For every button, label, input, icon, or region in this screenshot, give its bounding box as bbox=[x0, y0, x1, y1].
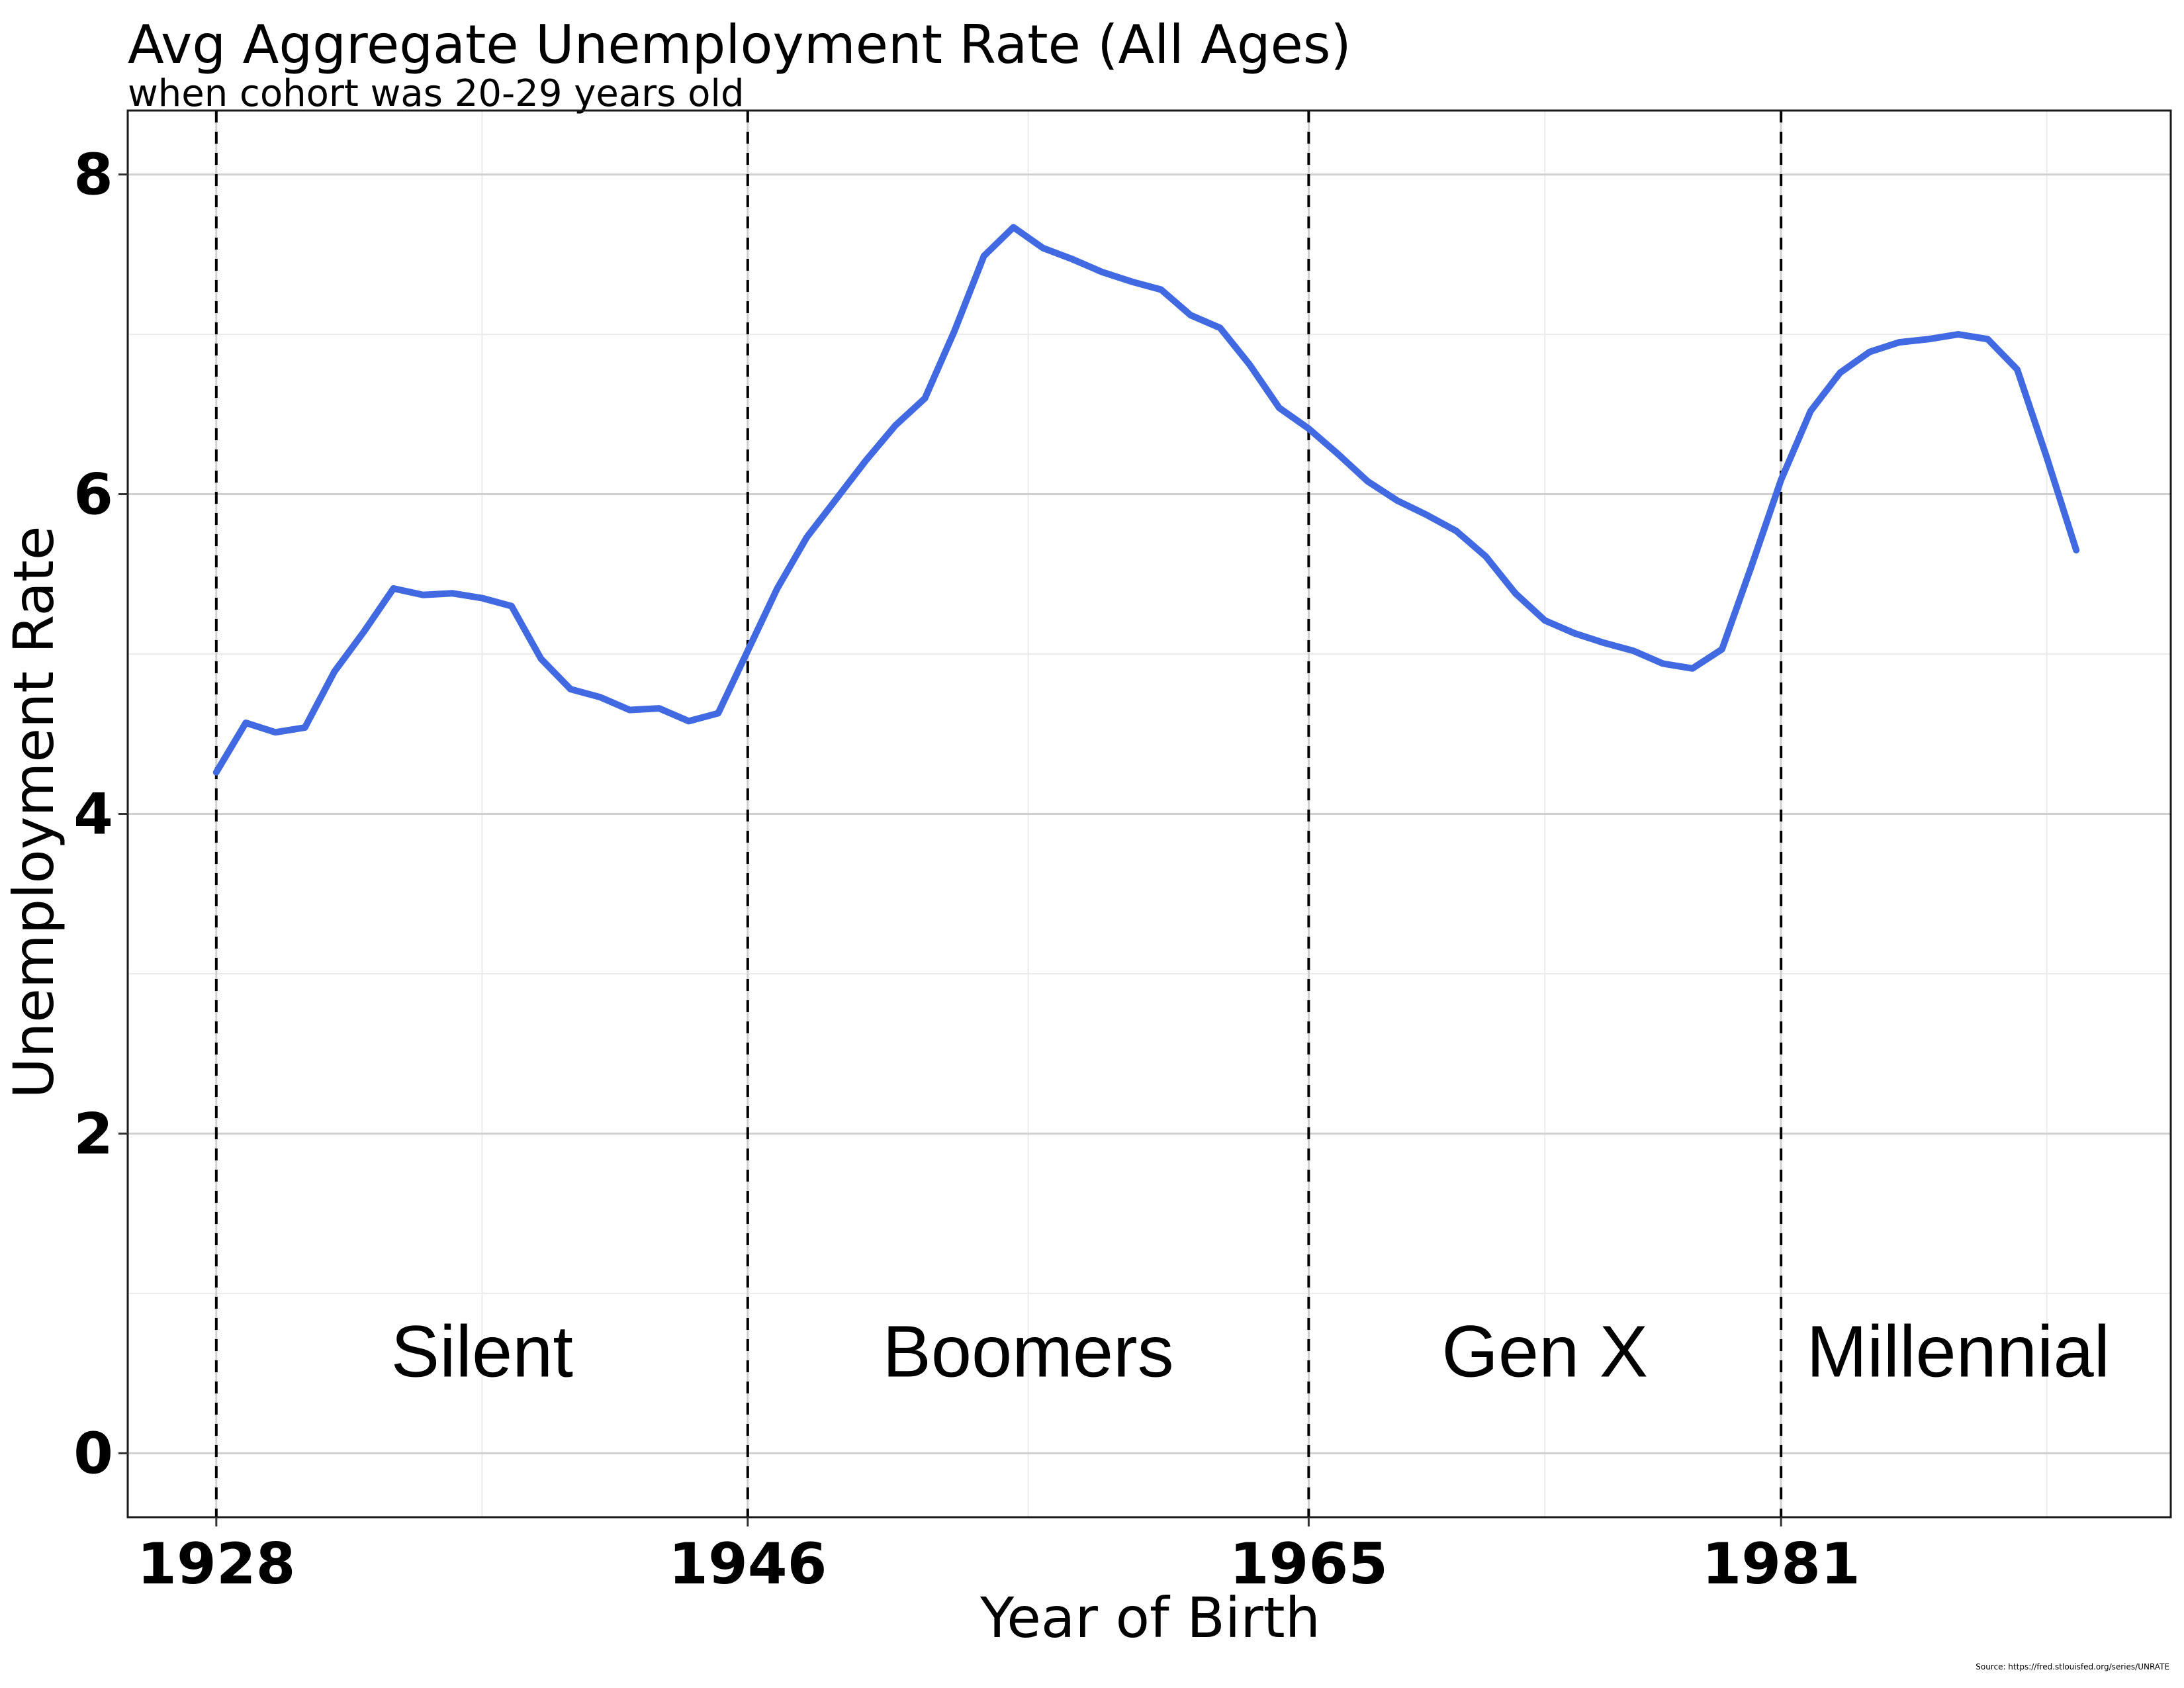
series-line bbox=[212, 224, 2080, 776]
x-axis-label: Year of Birth bbox=[979, 1585, 1320, 1650]
y-tick-label: 0 bbox=[73, 1421, 113, 1487]
grid-lines bbox=[128, 111, 2171, 1517]
y-tick-label: 2 bbox=[73, 1101, 113, 1167]
y-tick-label: 6 bbox=[73, 462, 113, 528]
x-tick-label: 1981 bbox=[1702, 1531, 1860, 1597]
y-axis-ticks: 0 2 4 6 8 bbox=[73, 142, 128, 1487]
generation-label: Silent bbox=[391, 1311, 573, 1393]
generation-labels: Silent Boomers Gen X Millennial bbox=[391, 1311, 2110, 1393]
y-tick-label: 8 bbox=[73, 142, 113, 209]
generation-dividers bbox=[214, 111, 1783, 1517]
chart-title: Avg Aggregate Unemployment Rate (All Age… bbox=[128, 14, 1351, 75]
y-tick-label: 4 bbox=[73, 782, 113, 848]
generation-label: Millennial bbox=[1807, 1311, 2111, 1393]
chart-subtitle: when cohort was 20-29 years old bbox=[128, 72, 745, 115]
source-note: Source: https://fred.stlouisfed.org/seri… bbox=[1976, 1662, 2169, 1671]
generation-label: Gen X bbox=[1441, 1311, 1648, 1393]
x-tick-label: 1965 bbox=[1230, 1531, 1388, 1597]
generation-label: Boomers bbox=[883, 1311, 1174, 1393]
x-tick-label: 1928 bbox=[137, 1531, 295, 1597]
y-axis-label: Unemployment Rate bbox=[1, 526, 66, 1099]
x-tick-label: 1946 bbox=[668, 1531, 827, 1597]
x-axis-ticks: 1928 1946 1965 1981 bbox=[137, 1517, 1860, 1597]
